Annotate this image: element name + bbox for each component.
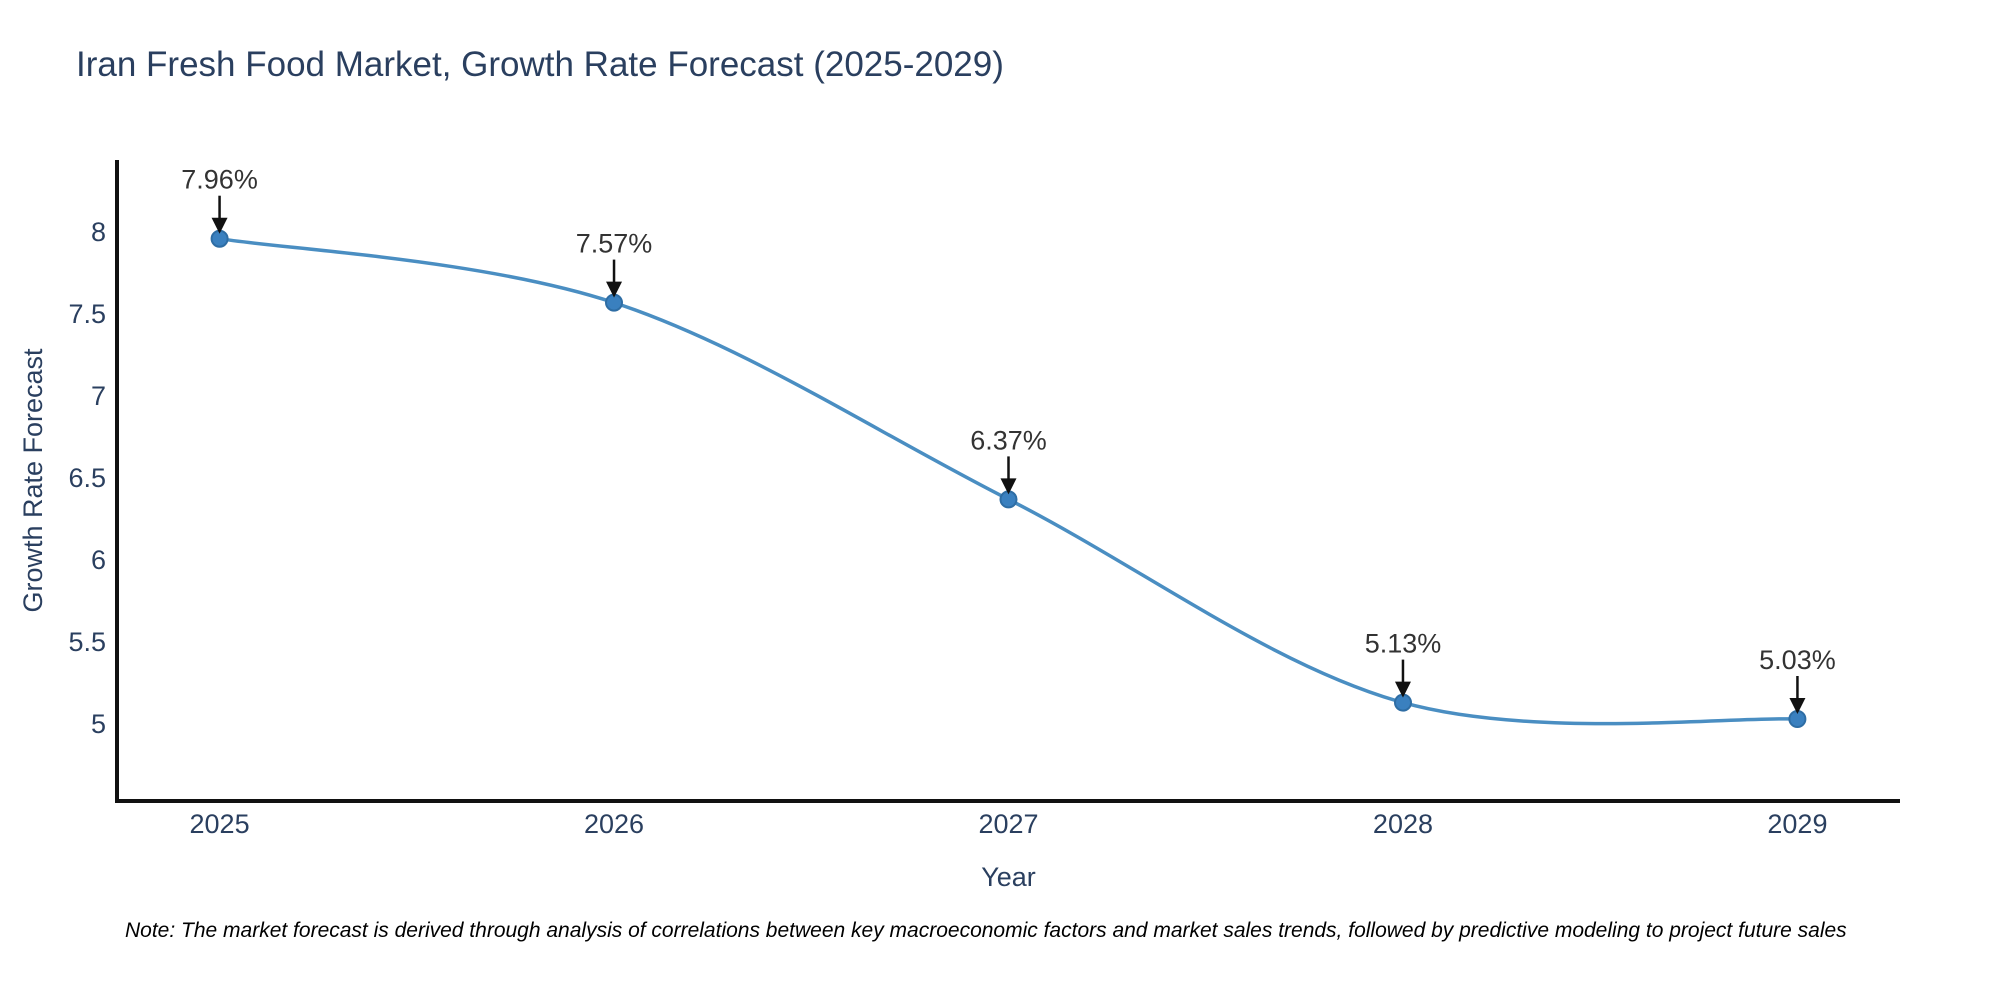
y-axis-tick-label: 6.5 bbox=[68, 463, 106, 493]
y-axis-tick-label: 6 bbox=[91, 545, 106, 575]
x-axis-tick-label: 2027 bbox=[978, 809, 1038, 839]
annotation-label: 7.96% bbox=[181, 165, 258, 195]
annotation-label: 5.13% bbox=[1365, 629, 1442, 659]
annotation-label: 5.03% bbox=[1759, 645, 1836, 675]
y-axis-tick-label: 7.5 bbox=[68, 299, 106, 329]
chart-footnote: Note: The market forecast is derived thr… bbox=[125, 919, 1847, 942]
x-axis-title: Year bbox=[981, 862, 1036, 892]
y-axis-tick-label: 7 bbox=[91, 381, 106, 411]
y-axis-tick-label: 8 bbox=[91, 217, 106, 247]
y-axis-tick-label: 5 bbox=[91, 709, 106, 739]
x-axis-tick-label: 2029 bbox=[1767, 809, 1827, 839]
annotation-label: 7.57% bbox=[576, 229, 653, 259]
y-axis-title: Growth Rate Forecast bbox=[18, 348, 48, 613]
chart-title: Iran Fresh Food Market, Growth Rate Fore… bbox=[76, 45, 1004, 84]
annotation-arrow-head bbox=[606, 281, 623, 298]
annotation-arrow-head bbox=[1789, 698, 1806, 715]
y-axis-tick-label: 5.5 bbox=[68, 627, 106, 657]
x-axis-tick-label: 2026 bbox=[584, 809, 644, 839]
annotation-arrow-head bbox=[211, 217, 228, 234]
annotation-label: 6.37% bbox=[970, 425, 1047, 455]
x-axis-tick-label: 2025 bbox=[190, 809, 250, 839]
annotation-arrow-head bbox=[1000, 478, 1017, 495]
x-axis-tick-label: 2028 bbox=[1373, 809, 1433, 839]
annotation-arrow-head bbox=[1394, 681, 1411, 698]
